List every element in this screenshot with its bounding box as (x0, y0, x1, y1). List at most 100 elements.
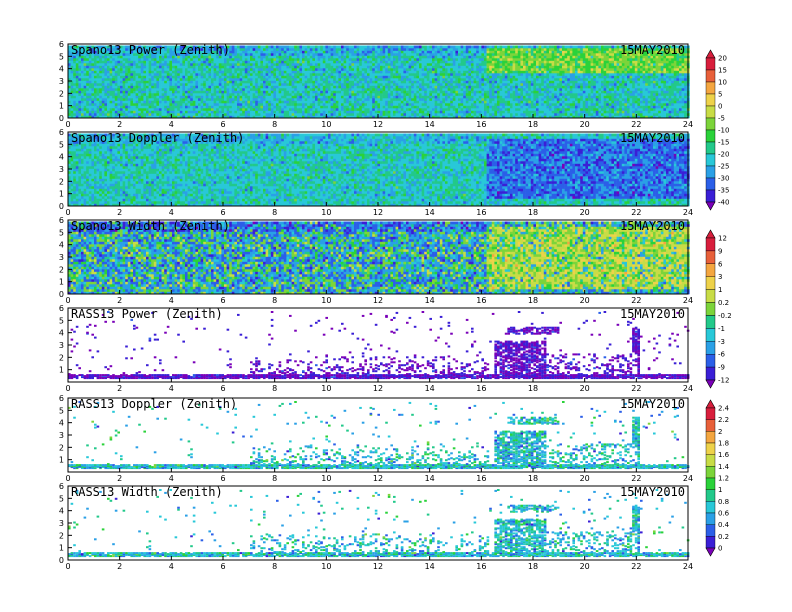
heat-cell (117, 101, 120, 104)
heat-cell (91, 101, 94, 104)
heat-cell (169, 86, 172, 89)
heat-cell (292, 81, 295, 84)
heat-cell (180, 76, 183, 79)
heat-cell (149, 101, 152, 104)
heat-cell (507, 56, 510, 59)
heat-cell (401, 86, 404, 89)
heat-cell (253, 101, 256, 104)
heat-cell (97, 98, 100, 101)
heat-cell (489, 101, 492, 104)
heat-cell (193, 103, 196, 106)
heat-cell (422, 48, 425, 51)
heat-cell (505, 48, 508, 51)
heat-cell (489, 91, 492, 94)
heat-cell (214, 101, 217, 104)
heat-cell (435, 93, 438, 96)
heat-cell (245, 51, 248, 54)
heat-cell (312, 86, 315, 89)
heat-cell (312, 71, 315, 74)
heat-cell (125, 103, 128, 106)
heat-cell (271, 81, 274, 84)
heat-cell (203, 91, 206, 94)
heat-cell (489, 108, 492, 111)
heat-cell (302, 91, 305, 94)
heat-cell (208, 76, 211, 79)
heat-cell (388, 98, 391, 101)
heat-cell (497, 66, 500, 69)
heat-cell (123, 103, 126, 106)
heat-cell (162, 81, 165, 84)
heat-cell (112, 68, 115, 71)
heat-cell (325, 101, 328, 104)
heat-cell (219, 111, 222, 114)
heat-cell (299, 103, 302, 106)
heat-cell (159, 76, 162, 79)
heat-cell (411, 78, 414, 81)
heat-cell (307, 71, 310, 74)
heat-cell (507, 83, 510, 86)
heat-cell (458, 76, 461, 79)
heat-cell (445, 58, 448, 61)
heat-cell (266, 58, 269, 61)
heat-cell (86, 86, 89, 89)
heat-cell (481, 93, 484, 96)
heat-cell (463, 96, 466, 99)
heat-cell (336, 61, 339, 64)
heat-cell (385, 98, 388, 101)
heat-cell (468, 61, 471, 64)
heat-cell (102, 61, 105, 64)
heat-cell (466, 101, 469, 104)
heat-cell (162, 108, 165, 111)
heat-cell (242, 76, 245, 79)
heat-cell (247, 56, 250, 59)
heat-cell (180, 103, 183, 106)
heat-cell (375, 96, 378, 99)
heat-cell (232, 101, 235, 104)
heat-cell (247, 108, 250, 111)
heat-cell (492, 101, 495, 104)
heat-cell (458, 93, 461, 96)
heat-cell (312, 98, 315, 101)
heat-cell (442, 108, 445, 111)
heat-cell (388, 46, 391, 49)
heat-cell (133, 73, 136, 76)
heat-cell (169, 91, 172, 94)
heat-cell (149, 71, 152, 74)
heat-cell (190, 73, 193, 76)
heat-cell (188, 71, 191, 74)
heat-cell (286, 61, 289, 64)
heat-cell (76, 101, 79, 104)
heat-cell (393, 61, 396, 64)
heat-cell (336, 93, 339, 96)
heat-cell (266, 86, 269, 89)
heat-cell (78, 113, 81, 116)
heat-cell (419, 91, 422, 94)
heat-cell (471, 51, 474, 54)
heat-cell (133, 113, 136, 116)
heat-cell (494, 106, 497, 109)
heat-cell (461, 46, 464, 49)
heat-cell (182, 103, 185, 106)
heat-cell (411, 76, 414, 79)
heat-cell (437, 86, 440, 89)
heat-cell (172, 68, 175, 71)
heat-cell (502, 111, 505, 114)
heat-cell (440, 63, 443, 66)
heat-cell (258, 88, 261, 91)
heat-cell (115, 88, 118, 91)
heat-cell (453, 51, 456, 54)
heat-cell (185, 73, 188, 76)
heat-cell (177, 63, 180, 66)
heat-cell (141, 78, 144, 81)
heat-cell (476, 101, 479, 104)
heat-cell (162, 106, 165, 109)
heat-cell (268, 86, 271, 89)
heat-cell (185, 81, 188, 84)
heat-cell (247, 91, 250, 94)
heat-cell (497, 63, 500, 66)
heat-cell (177, 71, 180, 74)
heat-cell (110, 61, 113, 64)
heat-cell (130, 58, 133, 61)
heat-cell (401, 58, 404, 61)
heat-cell (442, 86, 445, 89)
